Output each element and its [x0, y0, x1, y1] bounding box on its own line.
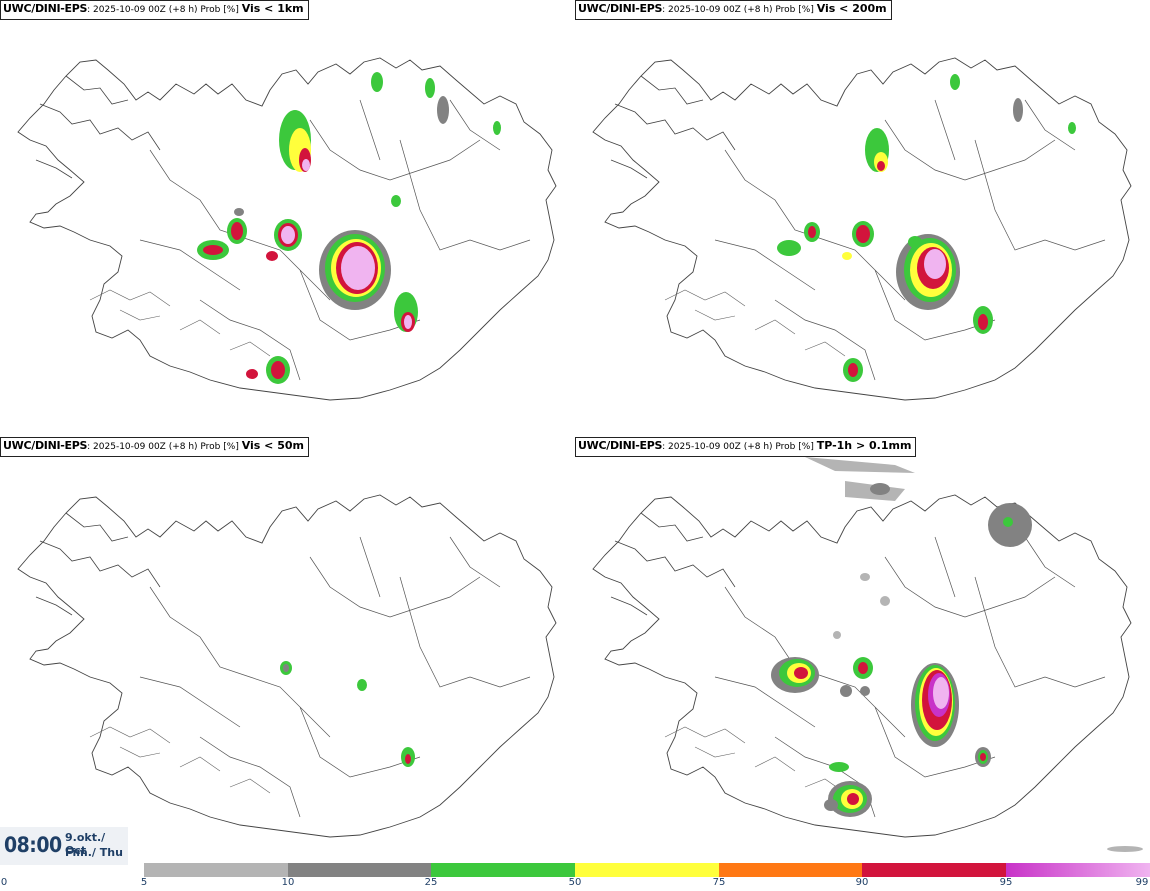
valid-time: 08:00 [4, 833, 62, 857]
probability-areas [777, 74, 1076, 382]
valid-weekday: Fim./ Thu [65, 846, 123, 859]
model-name: UWC/DINI-EPS [3, 439, 88, 452]
run-info: : 2025-10-09 00Z (+8 h) Prob [%] [87, 442, 242, 452]
legend-tick: 99 [1135, 877, 1149, 888]
valid-date: 9.okt./ Oct [65, 831, 106, 857]
map-canvas [592, 57, 1132, 401]
panel-title: UWC/DINI-EPS: 2025-10-09 00Z (+8 h) Prob… [0, 0, 309, 20]
legend-tick: 95 [999, 877, 1013, 888]
run-info: : 2025-10-09 00Z (+8 h) Prob [%] [87, 5, 242, 15]
map-canvas [17, 57, 557, 401]
map-canvas [17, 494, 557, 838]
legend-tick: 10 [281, 877, 295, 888]
legend-tick: 25 [424, 877, 438, 888]
map-panel-precip: UWC/DINI-EPS: 2025-10-09 00Z (+8 h) Prob… [575, 437, 1150, 874]
map-canvas [592, 457, 1143, 852]
legend-swatch-75-90 [719, 863, 862, 877]
legend-swatch-25-50 [431, 863, 575, 877]
legend-swatch-90-95 [862, 863, 1006, 877]
model-name: UWC/DINI-EPS [578, 439, 663, 452]
variable-name: Vis < 1km [241, 2, 304, 15]
legend-swatch-95-99 [1006, 863, 1150, 877]
variable-name: TP-1h > 0.1mm [816, 439, 912, 452]
run-info: : 2025-10-09 00Z (+8 h) Prob [%] [662, 5, 817, 15]
model-name: UWC/DINI-EPS [578, 2, 663, 15]
panel-title: UWC/DINI-EPS: 2025-10-09 00Z (+8 h) Prob… [575, 0, 892, 20]
probability-areas [280, 661, 415, 767]
map-panel-vis-50m: UWC/DINI-EPS: 2025-10-09 00Z (+8 h) Prob… [0, 437, 575, 874]
legend-swatch-5-10 [144, 863, 288, 877]
variable-name: Vis < 200m [816, 2, 887, 15]
valid-time-box: 08:00 9.okt./ Oct Fim./ Thu [0, 827, 128, 865]
legend-tick: 0 [0, 877, 8, 888]
probability-areas [197, 72, 501, 384]
map-panel-vis-1km: UWC/DINI-EPS: 2025-10-09 00Z (+8 h) Prob… [0, 0, 575, 437]
legend-tick: 90 [855, 877, 869, 888]
legend-swatch-50-75 [575, 863, 719, 877]
variable-name: Vis < 50m [241, 439, 304, 452]
panel-title: UWC/DINI-EPS: 2025-10-09 00Z (+8 h) Prob… [0, 437, 309, 457]
legend-swatch-10-25 [288, 863, 431, 877]
legend-tick: 75 [712, 877, 726, 888]
map-panel-vis-200m: UWC/DINI-EPS: 2025-10-09 00Z (+8 h) Prob… [575, 0, 1150, 437]
legend-tick: 50 [568, 877, 582, 888]
run-info: : 2025-10-09 00Z (+8 h) Prob [%] [662, 442, 817, 452]
panel-title: UWC/DINI-EPS: 2025-10-09 00Z (+8 h) Prob… [575, 437, 917, 457]
probability-areas [771, 457, 1143, 852]
legend-tick: 5 [140, 877, 148, 888]
model-name: UWC/DINI-EPS [3, 2, 88, 15]
